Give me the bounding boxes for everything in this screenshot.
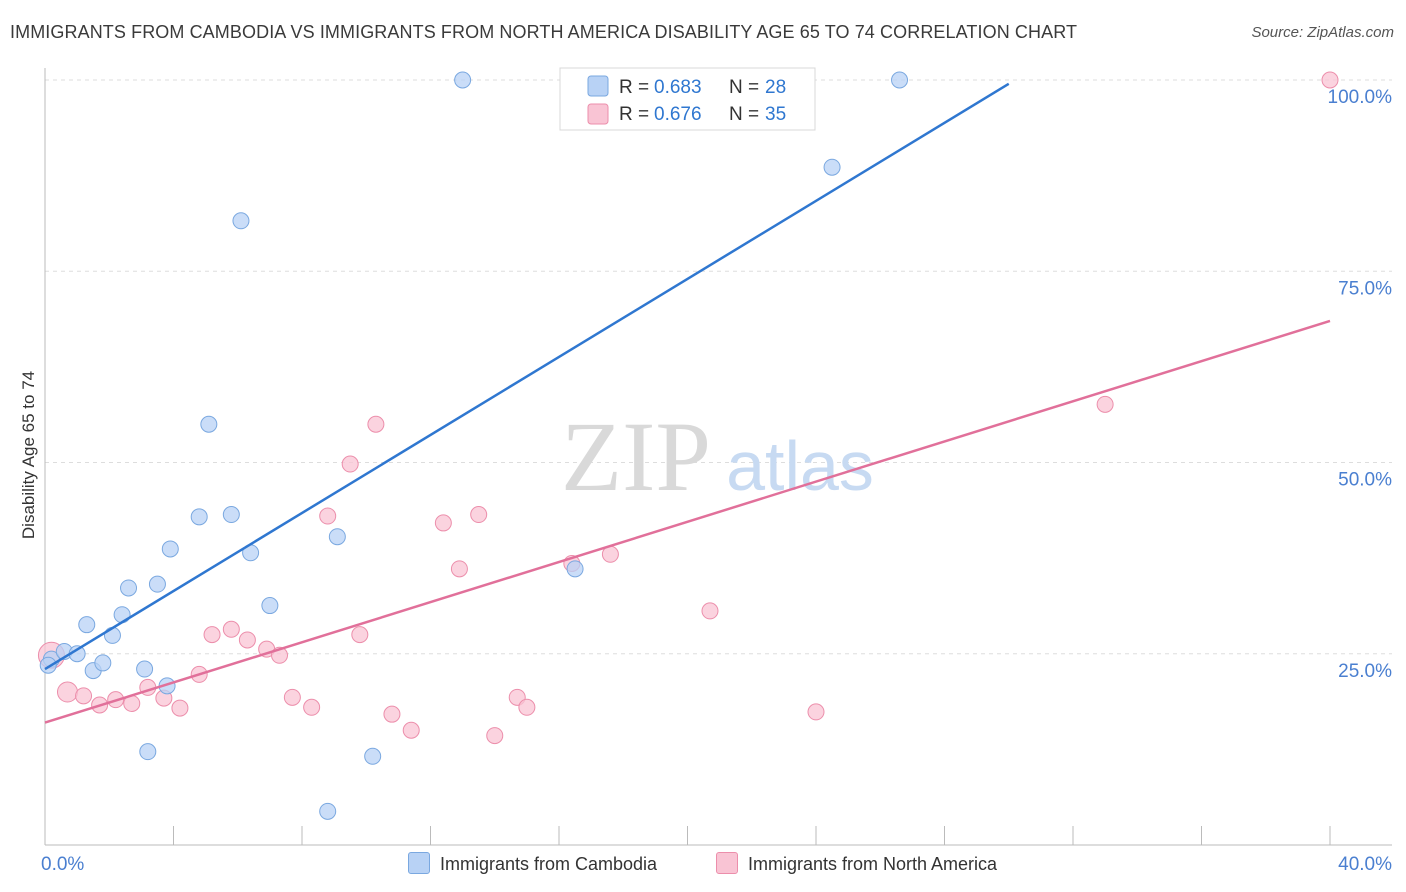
legend-bottom-swatch-cambodia (408, 852, 430, 874)
legend-n-label-0: N = (729, 77, 759, 98)
point-north-america-32 (807, 703, 825, 721)
point-north-america-33 (1096, 395, 1114, 413)
point-cambodia-16 (222, 506, 240, 524)
y-tick-label-3: 100.0% (1328, 87, 1393, 108)
point-north-america-8 (171, 699, 189, 717)
point-north-america-12 (238, 631, 256, 649)
point-cambodia-7 (113, 606, 131, 624)
legend-swatch-cambodia (587, 75, 609, 97)
point-cambodia-5 (94, 654, 112, 672)
legend-label-cambodia: Immigrants from Cambodia (440, 854, 658, 874)
legend-n-value-1: 35 (765, 104, 786, 125)
legend-label-north-america: Immigrants from North America (748, 854, 998, 874)
grid (45, 79, 1392, 655)
point-north-america-11 (222, 620, 240, 638)
point-north-america-25 (470, 506, 488, 524)
point-north-america-10 (203, 626, 221, 644)
point-cambodia-24 (566, 560, 584, 578)
x-tick-label-0: 0.0% (41, 854, 84, 875)
point-cambodia-22 (364, 747, 382, 765)
point-north-america-23 (434, 514, 452, 532)
point-north-america-19 (351, 626, 369, 644)
point-cambodia-14 (190, 508, 208, 526)
point-cambodia-3 (78, 616, 96, 634)
watermark-atlas: atlas (726, 427, 874, 505)
trend-line-cambodia (44, 82, 1010, 671)
point-north-america-20 (367, 415, 385, 433)
point-cambodia-10 (148, 575, 166, 593)
legend-r-label-1: R = (619, 104, 649, 125)
point-cambodia-19 (261, 597, 279, 615)
point-cambodia-8 (120, 579, 138, 597)
point-cambodia-26 (891, 71, 909, 89)
point-north-america-28 (518, 698, 536, 716)
point-north-america-31 (701, 602, 719, 620)
y-tick-label-0: 25.0% (1338, 661, 1392, 682)
point-north-america-26 (486, 727, 504, 745)
legend-item-north-america: Immigrants from North America (716, 852, 997, 875)
source-label: Source: ZipAtlas.com (1251, 24, 1394, 41)
legend-swatch-north-america (587, 103, 609, 125)
point-north-america-22 (402, 721, 420, 739)
point-cambodia-11 (161, 540, 179, 558)
axes (44, 68, 1392, 846)
point-cambodia-9 (136, 660, 154, 678)
point-cambodia-13 (139, 743, 157, 761)
data-points (37, 71, 1339, 820)
point-north-america-21 (383, 705, 401, 723)
x-tick-label-1: 40.0% (1338, 854, 1392, 875)
point-north-america-17 (319, 507, 337, 525)
legend-r-value-1: 0.676 (654, 104, 702, 125)
point-north-america-2 (75, 687, 93, 705)
chart-title: IMMIGRANTS FROM CAMBODIA VS IMMIGRANTS F… (10, 22, 1078, 42)
point-cambodia-21 (328, 528, 346, 546)
point-north-america-15 (283, 688, 301, 706)
tick-labels: 25.0% 50.0% 75.0% 100.0% 0.0% 40.0% (41, 87, 1392, 875)
trend-lines (44, 82, 1331, 724)
point-cambodia-15 (200, 415, 218, 433)
point-north-america-1 (56, 681, 78, 703)
watermark-zip: ZIP (561, 401, 711, 512)
y-axis-label: Disability Age 65 to 74 (19, 371, 38, 539)
point-cambodia-17 (232, 212, 250, 230)
point-cambodia-27 (39, 656, 57, 674)
point-cambodia-25 (823, 158, 841, 176)
legend-box: R = 0.683 N = 28 R = 0.676 N = 35 (559, 67, 816, 131)
legend-r-label-0: R = (619, 77, 649, 98)
point-cambodia-23 (454, 71, 472, 89)
watermark: ZIP atlas (561, 401, 874, 512)
legend-r-value-0: 0.683 (654, 77, 702, 98)
point-north-america-18 (341, 455, 359, 473)
point-cambodia-20 (319, 802, 337, 820)
legend-bottom-swatch-north-america (716, 852, 738, 874)
trend-line-north-america (44, 319, 1331, 724)
point-north-america-24 (450, 560, 468, 578)
point-north-america-16 (303, 698, 321, 716)
legend-n-value-0: 28 (765, 77, 786, 98)
y-tick-label-1: 50.0% (1338, 470, 1392, 491)
y-tick-label-2: 75.0% (1338, 278, 1392, 299)
legend-n-label-1: N = (729, 104, 759, 125)
legend-item-cambodia: Immigrants from Cambodia (408, 852, 657, 875)
point-cambodia-6 (103, 626, 121, 644)
point-north-america-34 (1321, 71, 1339, 89)
